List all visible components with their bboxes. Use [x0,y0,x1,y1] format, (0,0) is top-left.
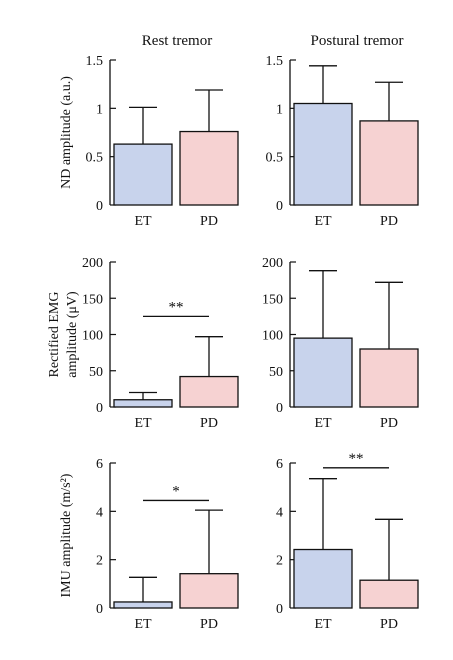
panel-0: 0 0.5 1 1.5 ET PD [86,54,239,229]
bar-et [113,143,173,206]
y-tick-label: 2 [96,554,103,569]
y-tick-label: 0 [96,199,103,214]
y-tick-label: 0 [276,602,283,617]
bar-pd [359,120,419,206]
bar-pd [179,573,239,609]
y-tick-label: 150 [262,292,283,307]
y-tick-label: 2 [276,554,283,569]
y-tick-label: 100 [262,329,283,344]
y-tick-label: 4 [276,505,283,520]
y-tick-label: 150 [82,292,103,307]
category-label: PD [200,214,218,229]
y-axis-label: amplitude (μV) [65,291,80,378]
y-tick-label: 1.5 [86,54,104,69]
y-tick-label: 50 [269,365,283,380]
bar-pd [359,348,419,408]
y-tick-label: 0 [96,401,103,416]
category-label: PD [380,214,398,229]
category-label: PD [200,416,218,431]
y-tick-label: 100 [82,329,103,344]
category-label: PD [380,617,398,632]
significance-marker: * [172,483,180,499]
bar-et [113,399,173,408]
y-axis-label: IMU amplitude (m/s²) [59,473,74,597]
panel-2: 0 50 100 150 200 ET PD ** [82,256,239,431]
column-title-rest: Rest tremor [142,33,212,49]
y-tick-label: 1.5 [266,54,284,69]
y-tick-label: 0 [276,199,283,214]
y-tick-label: 4 [96,505,103,520]
y-tick-label: 0 [276,401,283,416]
bar-et [293,102,353,206]
y-tick-label: 200 [82,256,103,271]
y-axis-label: ND amplitude (a.u.) [59,76,74,189]
category-label: ET [134,214,152,229]
column-title-postural: Postural tremor [311,33,404,49]
y-tick-label: 6 [96,457,103,472]
y-tick-label: 1 [96,102,103,117]
panel-1: 0 0.5 1 1.5 ET PD [266,54,419,229]
y-tick-label: 0.5 [86,151,104,166]
bar-et [293,548,353,609]
category-label: ET [134,416,152,431]
y-tick-label: 50 [89,365,103,380]
panel-3: 0 50 100 150 200 ET PD [262,256,419,431]
bar-pd [179,130,239,206]
category-label: ET [314,617,332,632]
significance-marker: ** [169,299,184,315]
bar-et [293,337,353,408]
y-tick-label: 0 [96,602,103,617]
category-label: PD [380,416,398,431]
panel-4: 0 2 4 6 ET PD * [96,457,239,632]
y-tick-label: 0.5 [266,151,284,166]
bar-pd [179,375,239,408]
category-label: ET [314,214,332,229]
y-axis-label: Rectified EMG [47,292,62,378]
y-tick-label: 6 [276,457,283,472]
y-tick-label: 200 [262,256,283,271]
y-tick-label: 1 [276,102,283,117]
category-label: PD [200,617,218,632]
bar-et [113,601,173,609]
panel-5: 0 2 4 6 ET PD ** [276,451,419,632]
significance-marker: ** [349,451,364,467]
category-label: ET [134,617,152,632]
bar-pd [359,579,419,609]
y-axis-labels: ND amplitude (a.u.) Rectified EMG amplitud… [47,76,80,598]
category-label: ET [314,416,332,431]
